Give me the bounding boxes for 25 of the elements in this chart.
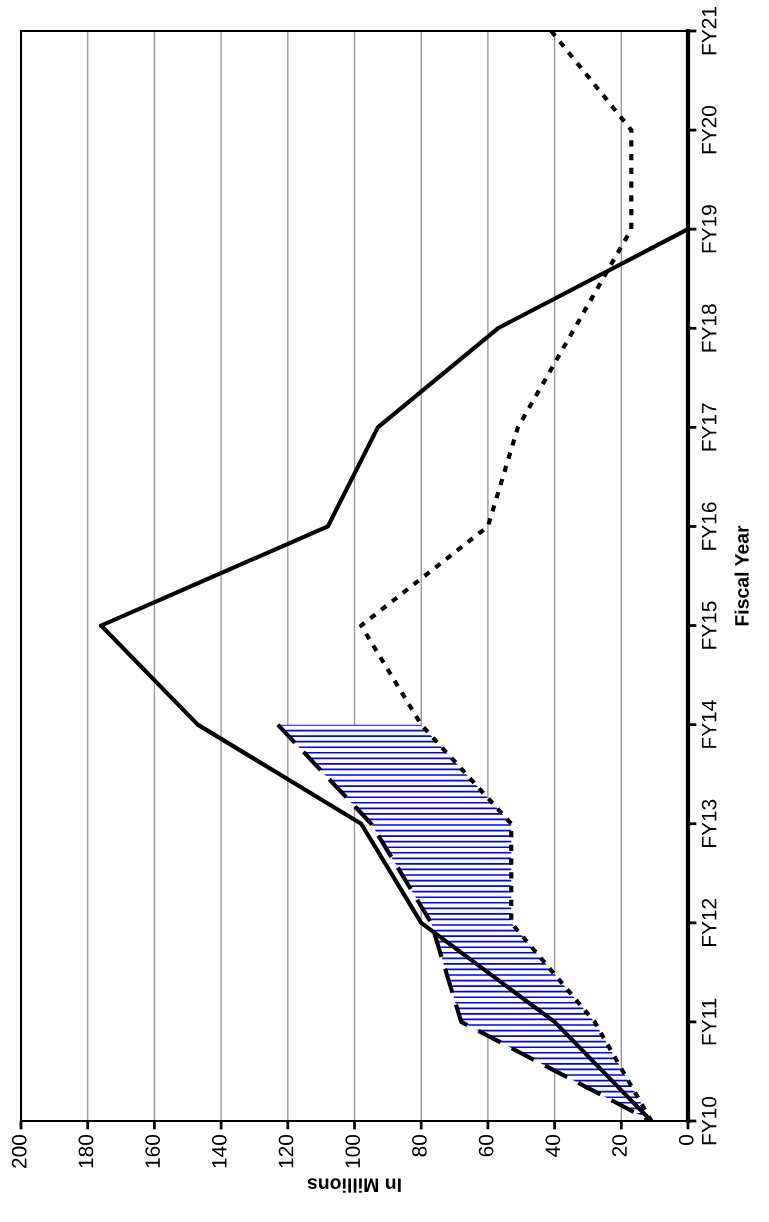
y-tick-label: FY11 bbox=[701, 998, 717, 1045]
x-tick-label: 120 bbox=[278, 1135, 294, 1168]
y-tick-label: FY14 bbox=[701, 700, 717, 748]
y-tick-label: FY19 bbox=[701, 205, 717, 253]
y-tick-label: FY12 bbox=[701, 898, 717, 946]
x-tick-label: 140 bbox=[211, 1135, 227, 1168]
x-tick-label: 20 bbox=[612, 1135, 627, 1157]
x-tick-label: 40 bbox=[545, 1135, 561, 1157]
y-tick-label: FY18 bbox=[701, 304, 717, 352]
x-tick-label: 80 bbox=[412, 1135, 427, 1157]
x-tick-label: 0 bbox=[678, 1135, 694, 1145]
y-tick-label: FY16 bbox=[701, 502, 717, 550]
y-tick-label: FY20 bbox=[701, 106, 717, 154]
x-tick-label: 60 bbox=[478, 1135, 494, 1157]
y-tick-label: FY17 bbox=[701, 403, 717, 451]
x-tick-label: 160 bbox=[145, 1135, 160, 1168]
y-tick-label: FY13 bbox=[701, 799, 717, 847]
y-tick-label: FY10 bbox=[701, 1096, 717, 1145]
x-tick-label: 180 bbox=[78, 1135, 94, 1168]
y-tick-label: FY15 bbox=[701, 601, 717, 649]
y-axis-title: Fiscal Year bbox=[734, 525, 749, 626]
x-axis-title: In Millions bbox=[307, 1178, 401, 1193]
x-tick-label: 100 bbox=[345, 1135, 361, 1168]
x-tick-label: 200 bbox=[11, 1135, 27, 1168]
y-tick-label: FY21 bbox=[701, 7, 717, 55]
